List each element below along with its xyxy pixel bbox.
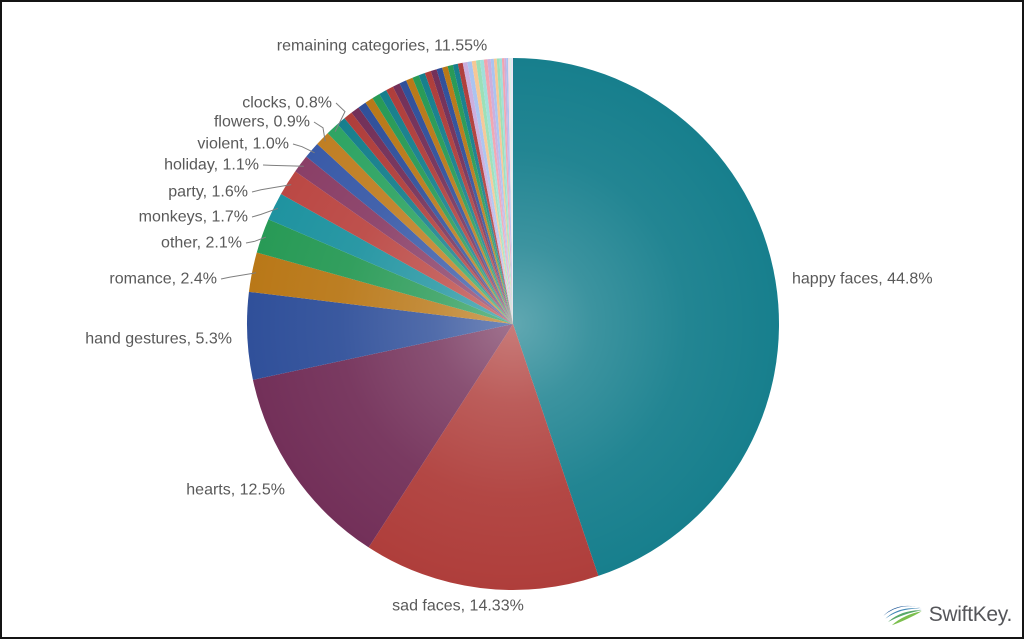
slice-label-holiday: holiday, 1.1% bbox=[164, 157, 259, 174]
slice-label-flowers: flowers, 0.9% bbox=[214, 114, 310, 131]
pie-sheen-overlay bbox=[247, 58, 779, 590]
slice-label-party: party, 1.6% bbox=[168, 184, 248, 201]
slice-label-other: other, 2.1% bbox=[161, 235, 242, 252]
leader-line-party bbox=[251, 184, 292, 193]
slice-label-monkeys: monkeys, 1.7% bbox=[139, 209, 248, 226]
swoosh-band bbox=[891, 611, 922, 626]
slice-label-remaining-categories: remaining categories, 11.55% bbox=[277, 38, 488, 55]
leader-lines bbox=[220, 102, 346, 280]
leader-line-violent bbox=[292, 143, 315, 154]
leader-line-romance bbox=[220, 272, 257, 280]
slice-label-sad-faces: sad faces, 14.33% bbox=[392, 598, 524, 615]
slice-label-violent: violent, 1.0% bbox=[197, 136, 289, 153]
slice-label-hearts: hearts, 12.5% bbox=[186, 482, 285, 499]
slice-label-hand-gestures: hand gestures, 5.3% bbox=[85, 331, 232, 348]
leader-line-other bbox=[245, 236, 266, 244]
slice-labels: happy faces, 44.8% sad faces, 14.33% heart… bbox=[85, 38, 932, 615]
swoosh-band bbox=[887, 610, 922, 622]
swiftkey-logo: SwiftKey. bbox=[882, 601, 1012, 629]
leader-line-clocks bbox=[334, 102, 346, 132]
swoosh-band bbox=[884, 608, 922, 619]
slice-label-clocks: clocks, 0.8% bbox=[242, 95, 332, 112]
slice-label-romance: romance, 2.4% bbox=[109, 271, 217, 288]
leader-line-monkeys bbox=[251, 207, 279, 218]
swiftkey-swoosh-icon bbox=[883, 605, 922, 626]
leader-line-flowers bbox=[313, 121, 326, 142]
slice-label-happy-faces: happy faces, 44.8% bbox=[792, 271, 933, 288]
swiftkey-logo-text: SwiftKey. bbox=[928, 603, 1013, 626]
leader-line-holiday bbox=[262, 164, 304, 167]
